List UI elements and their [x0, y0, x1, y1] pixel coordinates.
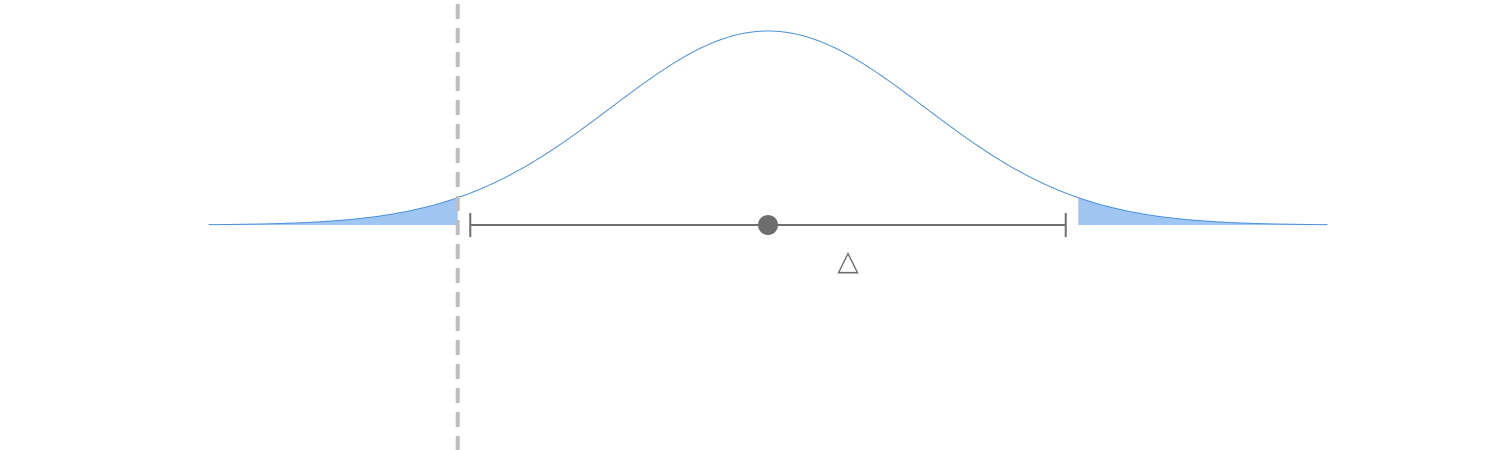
- normal-density-curve: [208, 30, 1328, 226]
- right-tail-shaded-area: [1078, 197, 1328, 225]
- delta-marker: △: [837, 244, 859, 277]
- point-estimate-dot: [758, 215, 778, 235]
- left-tail-shaded-area: [208, 197, 458, 225]
